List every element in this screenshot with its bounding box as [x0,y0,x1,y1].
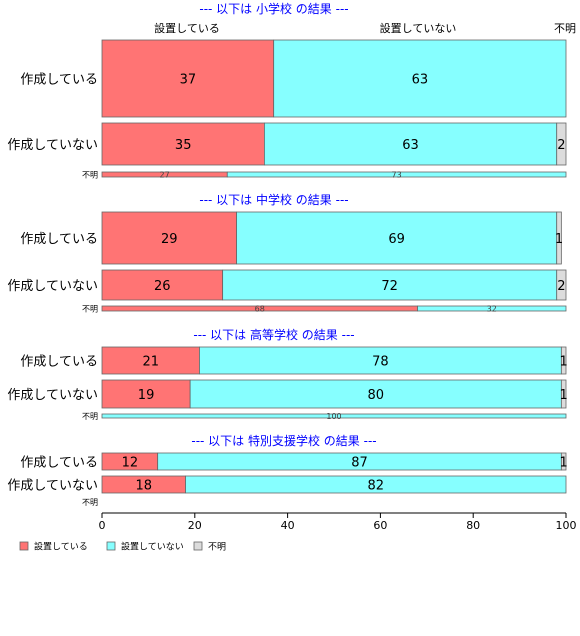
data-label: 19 [138,388,155,403]
bar-segment [101,269,224,301]
data-label: 21 [142,355,159,370]
data-label: 18 [135,479,152,494]
row-label: 作成していない [7,388,98,403]
bar-segment [222,269,558,301]
row-label: 不明 [82,171,98,180]
data-label: 2 [557,138,565,153]
row-label: 不明 [82,305,98,314]
row-label: 作成している [20,456,98,471]
bar-segment [556,211,562,265]
x-tick-label: 40 [281,519,295,532]
row-label: 作成していない [7,138,98,153]
data-label: 1 [560,456,568,471]
row-label: 作成している [20,232,98,247]
data-label: 1 [560,388,568,403]
data-label: 100 [326,412,341,421]
bar-segment [273,39,567,118]
legend-label: 設置していない [121,541,184,553]
data-label: 26 [154,279,171,294]
data-label: 82 [367,479,384,494]
column-header: 不明 [554,22,576,35]
bar-segment [560,452,567,471]
data-label: 1 [555,232,563,247]
row-label: 作成していない [7,279,98,294]
row-label: 作成していない [7,479,98,494]
bar-segment [556,122,567,166]
bar-segment [236,211,558,265]
bar-segment [101,122,265,166]
bar-segment [226,171,567,178]
bar-segment [556,269,567,301]
bar-segment [560,379,567,409]
data-label: 69 [388,232,405,247]
data-label: 12 [122,456,139,471]
bar-segment [101,39,275,118]
x-tick-label: 100 [556,519,577,532]
panel-title: --- 以下は 特別支援学校 の結果 --- [191,433,376,448]
data-label: 37 [180,73,197,88]
data-label: 68 [255,305,265,314]
bar-segment [560,346,567,375]
x-tick-label: 20 [188,519,202,532]
bar-segment [189,379,562,409]
panel-title: --- 以下は 中学校 の結果 --- [199,192,348,207]
legend-label: 不明 [208,542,226,553]
panel-title: --- 以下は 小学校 の結果 --- [199,1,348,16]
x-tick-label: 0 [99,519,106,532]
panel-title: --- 以下は 高等学校 の結果 --- [193,327,354,342]
x-tick-label: 80 [466,519,480,532]
row-label: 不明 [82,498,98,507]
x-tick-label: 60 [373,519,387,532]
data-label: 32 [487,305,497,314]
bar-segment [185,475,567,494]
legend-swatch [193,541,203,551]
data-label: 27 [160,171,170,180]
data-label: 80 [367,388,384,403]
legend-swatch [106,541,116,551]
bar-segment [101,211,237,265]
bar-segment [417,305,567,312]
row-label: 作成している [20,355,98,370]
data-label: 78 [372,355,389,370]
column-header: 設置していない [380,21,457,35]
data-label: 87 [351,456,368,471]
data-label: 1 [560,355,568,370]
data-label: 73 [392,171,402,180]
legend-swatch [19,541,29,551]
bar-segment [101,413,567,419]
column-header: 設置している [154,21,220,35]
data-label: 2 [557,279,565,294]
data-label: 29 [161,232,178,247]
legend-label: 設置している [34,541,88,553]
row-label: 不明 [82,412,98,421]
data-label: 63 [402,138,419,153]
data-label: 63 [412,73,429,88]
data-label: 72 [381,279,398,294]
row-label: 作成している [20,73,98,88]
bar-segment [263,122,558,166]
bar-segment [101,346,200,375]
bar-segment [199,346,562,375]
data-label: 35 [175,138,192,153]
